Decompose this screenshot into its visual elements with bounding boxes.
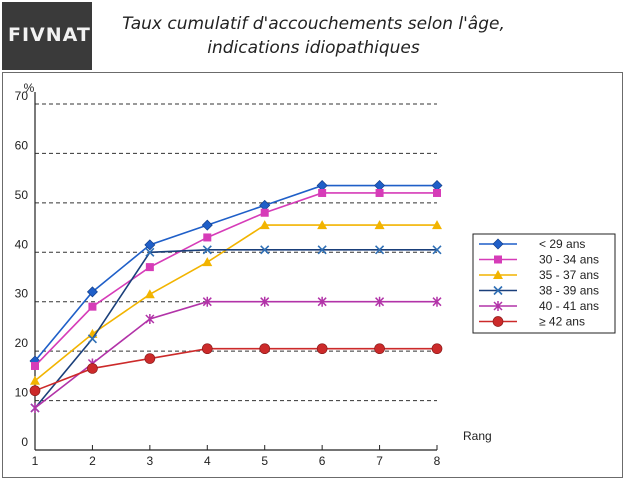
data-point-s0-3 xyxy=(201,219,213,231)
x-tick-label-3: 3 xyxy=(147,454,154,468)
data-point-s1-7 xyxy=(433,188,441,197)
legend-marker-2 xyxy=(493,270,503,279)
data-point-s5-2 xyxy=(144,353,156,364)
y-axis-label: % xyxy=(24,81,35,95)
data-point-s0-1 xyxy=(86,286,98,298)
data-point-s1-2 xyxy=(145,263,154,272)
data-point-s2-0 xyxy=(30,375,40,385)
y-tick-label-0: 0 xyxy=(21,435,28,449)
data-point-s3-4 xyxy=(260,245,270,255)
y-tick-label-10: 10 xyxy=(15,386,29,400)
x-tick-label-7: 7 xyxy=(376,454,383,468)
legend-label-4: 40 - 41 ans xyxy=(539,299,599,313)
data-point-s3-5 xyxy=(317,245,327,255)
y-tick-label-60: 60 xyxy=(15,138,29,152)
x-tick-label-8: 8 xyxy=(434,454,441,468)
x-tick-label-4: 4 xyxy=(204,454,211,468)
x-tick-label-5: 5 xyxy=(261,454,268,468)
chart-title-line2: indications idiopathiques xyxy=(207,38,420,58)
data-point-s5-4 xyxy=(259,343,271,355)
series-line-2 xyxy=(34,224,437,382)
series-line-3 xyxy=(34,249,437,409)
data-point-s3-7 xyxy=(432,245,442,255)
data-point-s2-4 xyxy=(259,220,270,230)
x-tick-label-1: 1 xyxy=(32,454,39,468)
y-tick-label-30: 30 xyxy=(15,287,29,301)
data-point-s4-4 xyxy=(260,296,270,307)
x-tick-label-2: 2 xyxy=(89,454,96,468)
data-point-s1-3 xyxy=(203,233,212,242)
data-point-s3-2 xyxy=(145,247,155,257)
y-tick-label-20: 20 xyxy=(15,336,29,350)
y-tick-label-50: 50 xyxy=(15,188,29,202)
chart-frame xyxy=(2,72,623,478)
legend-marker-0 xyxy=(492,238,504,250)
data-point-s4-7 xyxy=(432,296,442,307)
legend-marker-1 xyxy=(494,255,502,264)
data-point-s1-1 xyxy=(88,302,97,311)
data-point-s5-7 xyxy=(431,343,443,355)
legend-label-3: 38 - 39 ans xyxy=(539,284,599,298)
data-point-s5-6 xyxy=(374,343,385,355)
y-tick-label-70: 70 xyxy=(15,89,29,103)
data-point-s5-3 xyxy=(201,343,213,355)
data-point-s3-1 xyxy=(87,334,97,344)
legend-label-1: 30 - 34 ans xyxy=(539,253,599,267)
data-point-s2-6 xyxy=(374,220,385,230)
x-tick-label-6: 6 xyxy=(319,454,326,468)
series-line-1 xyxy=(34,192,437,367)
series-line-5 xyxy=(34,347,437,392)
fivnat-logo: FIVNAT xyxy=(2,2,92,70)
data-point-s1-0 xyxy=(31,361,39,370)
data-point-s2-5 xyxy=(317,220,328,230)
data-point-s1-4 xyxy=(260,208,269,217)
data-point-s0-2 xyxy=(144,239,156,251)
data-point-s4-2 xyxy=(145,314,155,325)
legend-marker-4 xyxy=(493,301,503,311)
data-point-s5-1 xyxy=(87,363,98,374)
series-line-0 xyxy=(34,184,437,362)
data-point-s3-6 xyxy=(375,245,385,255)
legend-label-0: < 29 ans xyxy=(539,237,585,251)
data-point-s4-0 xyxy=(30,402,40,413)
legend-label-2: 35 - 37 ans xyxy=(539,268,599,282)
legend-label-5: ≥ 42 ans xyxy=(539,315,585,329)
data-point-s4-6 xyxy=(375,296,385,307)
data-point-s5-0 xyxy=(29,385,41,397)
data-point-s1-5 xyxy=(318,188,327,197)
legend-marker-3 xyxy=(493,285,503,296)
data-point-s3-3 xyxy=(202,245,212,255)
data-point-s5-5 xyxy=(316,343,328,355)
legend-marker-5 xyxy=(492,316,504,327)
data-point-s2-7 xyxy=(432,220,442,230)
logo-text: FIVNAT xyxy=(8,24,91,46)
data-point-s1-6 xyxy=(375,188,384,197)
data-point-s2-3 xyxy=(202,257,213,267)
data-point-s4-5 xyxy=(317,296,327,307)
series-line-4 xyxy=(34,300,437,409)
y-tick-label-40: 40 xyxy=(15,237,29,251)
x-axis-label: Rang xyxy=(463,429,492,443)
chart-title-line1: Taux cumulatif d'accouchements selon l'â… xyxy=(122,14,505,34)
data-point-s4-3 xyxy=(202,296,212,307)
data-point-s2-2 xyxy=(144,289,155,299)
